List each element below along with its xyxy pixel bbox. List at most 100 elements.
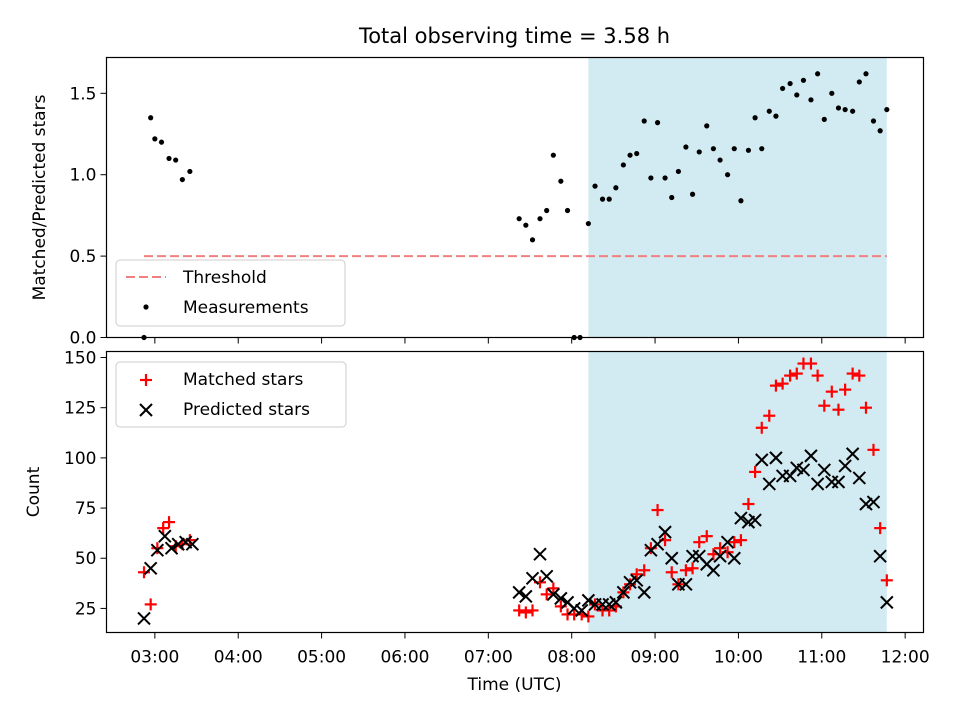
predicted-marker-b [519,589,533,604]
bottom-legend: Matched stars Predicted stars [115,361,347,428]
matched-star-point [540,588,553,601]
legend-measurements-label: Measurements [183,298,309,318]
measurement-point [800,77,807,83]
predicted-star-point [539,569,554,584]
y-tick-label: 1.0 [69,166,96,186]
predicted-marker-b [873,549,887,563]
matched-star-point [839,383,852,396]
measurement-point [152,136,158,142]
predicted-marker-b [866,495,881,509]
x-tick-label: 05:00 [297,648,346,668]
matched-star-point [755,421,768,434]
measurement-point [529,237,536,243]
measurement-point [794,92,800,98]
measurement-point [179,176,185,183]
top-legend-box [115,259,346,327]
measurement-point [627,152,633,158]
predicted-marker-b [158,529,172,543]
matched-star-point [749,465,762,478]
measurement-point [544,207,550,214]
matched-star-point [880,574,893,587]
matched-star-point [784,369,797,382]
matched-star-points [138,357,893,623]
measurement-point [613,185,619,191]
predicted-star-point [831,475,846,489]
predicted-marker-b [658,525,672,539]
measurement-point [683,144,689,150]
y-tick-label: 100 [64,449,96,469]
matched-star-point [638,564,651,577]
measurement-point [835,105,842,111]
y-tick-label: 75 [75,499,97,519]
matched-star-point [867,443,880,456]
predicted-marker-b [692,549,706,563]
predicted-star-point [581,593,596,608]
predicted-star-point [880,595,894,610]
predicted-star-point [533,547,547,561]
legend-predicted-label: Predicted stars [183,400,310,420]
predicted-marker-b [609,595,623,610]
predicted-marker-b [665,551,679,565]
x-tick-label: 08:00 [547,648,596,668]
measurement-point [654,120,661,126]
measurement-point [738,198,744,204]
measurement-point [752,115,758,121]
predicted-star-point [804,449,818,463]
predicted-star-point [150,543,165,557]
matched-star-point [582,610,595,623]
predicted-marker-b [790,461,804,475]
measurement-point [863,71,869,77]
predicted-star-point [171,537,185,551]
matched-star-point [630,568,643,581]
y-tick-label: 0.0 [69,329,96,349]
matched-star-point [804,357,817,370]
predicted-marker-b [720,535,735,549]
measurement-point [780,85,786,92]
x-tick-label: 12:00 [881,648,930,668]
predicted-marker-b [630,573,644,588]
predicted-star-point [137,611,151,626]
matched-star-point [513,604,526,617]
predicted-star-point [845,447,860,461]
predicted-star-point [734,511,748,525]
measurement-point [516,216,522,222]
matched-star-point [547,582,560,595]
predicted-star-point [630,573,644,588]
predicted-star-point [546,587,561,602]
predicted-star-point [574,603,589,618]
matched-star-point [693,536,706,549]
measurement-point [620,162,626,168]
measurement-point [724,172,731,178]
matched-star-point [183,534,196,547]
matched-star-point [686,562,699,575]
measurement-point [173,157,179,163]
predicted-marker-b [178,535,193,549]
predicted-marker-b [185,537,200,551]
top-highlight-span [588,57,887,338]
predicted-star-point [519,589,533,604]
predicted-marker-b [525,571,540,586]
predicted-marker-b [817,463,831,477]
legend-matched-label: Matched stars [183,370,303,390]
predicted-marker-b [831,475,846,489]
measurement-point [148,115,154,121]
measurement-point [877,128,883,134]
chart-title: Total observing time = 3.58 h [358,24,670,48]
matched-star-point [811,369,824,382]
top-x-axis-ticks [154,337,906,344]
predicted-marker-b [574,603,589,618]
measurement-point [731,146,737,152]
measurement-point [815,71,821,77]
bottom-x-axis-ticks: 03:00 04:00 05:00 06:00 07:00 08:00 09:00 10:00… [130,632,930,668]
predicted-star-point [838,459,852,473]
measurement-point [821,116,827,122]
predicted-marker-b [171,537,185,551]
predicted-marker-b [137,611,151,626]
predicted-marker-b [512,585,526,600]
matched-star-point [859,401,872,414]
predicted-star-point [658,525,672,539]
predicted-marker-b [637,585,651,600]
predicted-marker-b [796,463,811,477]
predicted-marker-b [880,595,894,610]
